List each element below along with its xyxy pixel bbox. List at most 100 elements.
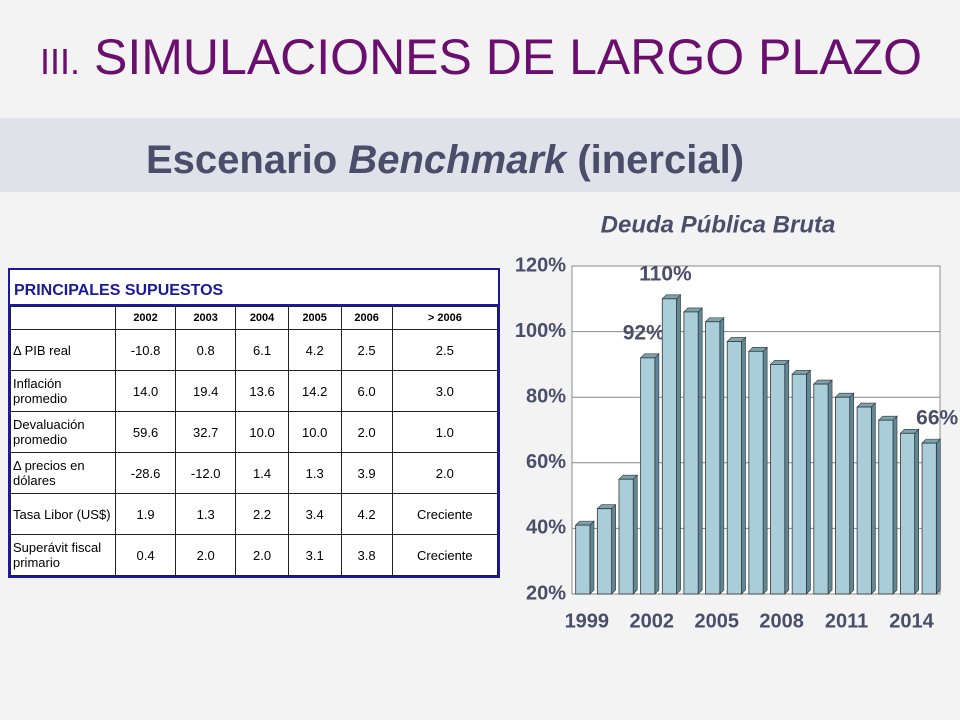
cell: 2.2 <box>235 493 289 535</box>
bar <box>899 432 916 595</box>
subtitle-part: (inercial) <box>566 138 745 182</box>
cell: 14.0 <box>114 370 177 412</box>
bar-side <box>936 438 941 595</box>
table-row: Superávit fiscal primario 0.4 2.0 2.0 3.1 3.8… <box>10 534 499 576</box>
header-cell: 2002 <box>114 306 177 330</box>
chart-title: Deuda Pública Bruta <box>601 211 836 238</box>
bar-side <box>849 392 855 595</box>
cell: 1.3 <box>175 493 237 535</box>
subtitle-part: Benchmark <box>348 138 567 182</box>
cell: 4.2 <box>340 493 393 535</box>
cell: 3.9 <box>340 452 393 494</box>
x-tick-label: 2002 <box>630 610 675 632</box>
bar-side <box>827 379 833 595</box>
bar-side <box>589 520 595 595</box>
header-cell: 2005 <box>287 306 342 330</box>
bar <box>618 478 634 595</box>
cell: 10.0 <box>235 411 289 453</box>
bar <box>575 524 591 595</box>
subtitle-part: Escenario <box>146 138 349 182</box>
row-label: Δ precios en dólares <box>10 452 116 494</box>
cell: 0.4 <box>114 534 177 576</box>
cell: -28.6 <box>114 452 177 494</box>
title-text: SIMULACIONES DE LARGO PLAZO <box>94 29 922 85</box>
bar <box>683 311 699 595</box>
bar-side <box>806 369 811 595</box>
assumptions-table: PRINCIPALES SUPUESTOS 2002 2003 2004 2005 20… <box>8 268 500 578</box>
table-title: PRINCIPALES SUPUESTOS <box>10 270 498 306</box>
x-tick-label: 2008 <box>759 610 804 632</box>
bar-side <box>632 474 638 595</box>
bar-side <box>762 346 768 595</box>
bar <box>640 357 656 595</box>
x-tick-label: 2014 <box>889 610 934 632</box>
header-row: 2002 2003 2004 2005 2006 > 2006 <box>10 306 499 330</box>
cell: 1.0 <box>391 411 499 453</box>
value-label: 66% <box>916 407 958 430</box>
x-tick-label: 2005 <box>694 610 739 632</box>
cell: 6.0 <box>340 370 393 412</box>
bar-side <box>676 294 681 595</box>
bar <box>835 396 851 595</box>
cell: 19.4 <box>175 370 237 412</box>
section-number: III. <box>40 41 81 82</box>
cell: 6.1 <box>235 329 289 371</box>
bar-side <box>611 503 616 595</box>
bar-side <box>654 353 660 595</box>
y-tick-label: 80% <box>526 385 566 407</box>
row-label: Inflación promedio <box>10 370 116 412</box>
table: 2002 2003 2004 2005 2006 > 2006 Δ PIB real -10.… <box>10 306 499 576</box>
header-cell: 2006 <box>340 306 393 330</box>
table-row: Tasa Libor (US$) 1.9 1.3 2.2 3.4 4.2 Creciente <box>10 493 499 535</box>
row-label: Δ PIB real <box>10 329 116 371</box>
bar <box>705 321 721 595</box>
bar-side <box>697 307 703 595</box>
y-tick-label: 20% <box>526 582 566 604</box>
chart: Deuda Pública Bruta 20% 40% 60% 80% 100% 120%… <box>515 211 959 632</box>
cell: 3.1 <box>287 534 342 576</box>
bar <box>596 508 613 595</box>
bar-side <box>892 415 898 595</box>
cell: 32.7 <box>175 411 237 453</box>
cell: 2.0 <box>391 452 499 494</box>
header-cell: 2003 <box>175 306 237 330</box>
cell: 2.5 <box>340 329 393 371</box>
bar-side <box>784 359 790 595</box>
cell: 4.2 <box>287 329 342 371</box>
cell: Creciente <box>391 493 499 535</box>
bar <box>878 419 894 595</box>
cell: 1.9 <box>114 493 177 535</box>
cell: -10.8 <box>114 329 177 371</box>
cell: -12.0 <box>175 452 237 494</box>
value-label: 92% <box>623 321 665 344</box>
y-tick-label: 120% <box>515 254 566 276</box>
cell: 3.8 <box>340 534 393 576</box>
x-tick-label: 1999 <box>565 610 610 632</box>
bar <box>856 406 872 595</box>
header-cell: > 2006 <box>391 306 499 330</box>
bar-side <box>719 317 725 595</box>
y-tick-label: 100% <box>515 320 566 342</box>
row-label: Devaluación promedio <box>10 411 116 453</box>
subtitle: Escenario Benchmark (inercial) <box>146 138 744 183</box>
cell: 2.0 <box>340 411 393 453</box>
cell: Creciente <box>391 534 499 576</box>
bar <box>726 341 742 595</box>
bar-side <box>741 336 746 595</box>
table-row: Δ precios en dólares -28.6 -12.0 1.4 1.3 3.9 2… <box>10 452 499 494</box>
cell: 2.5 <box>391 329 499 371</box>
cell: 10.0 <box>287 411 342 453</box>
bar-side <box>914 428 919 595</box>
cell: 3.0 <box>391 370 499 412</box>
cell: 3.4 <box>287 493 342 535</box>
cell: 2.0 <box>235 534 289 576</box>
cell: 1.3 <box>287 452 342 494</box>
cell: 0.8 <box>175 329 237 371</box>
y-tick-label: 60% <box>526 451 566 473</box>
bar <box>791 373 807 595</box>
cell: 13.6 <box>235 370 289 412</box>
header-cell: 2004 <box>235 306 289 330</box>
bar <box>813 383 829 595</box>
bar <box>748 350 764 595</box>
